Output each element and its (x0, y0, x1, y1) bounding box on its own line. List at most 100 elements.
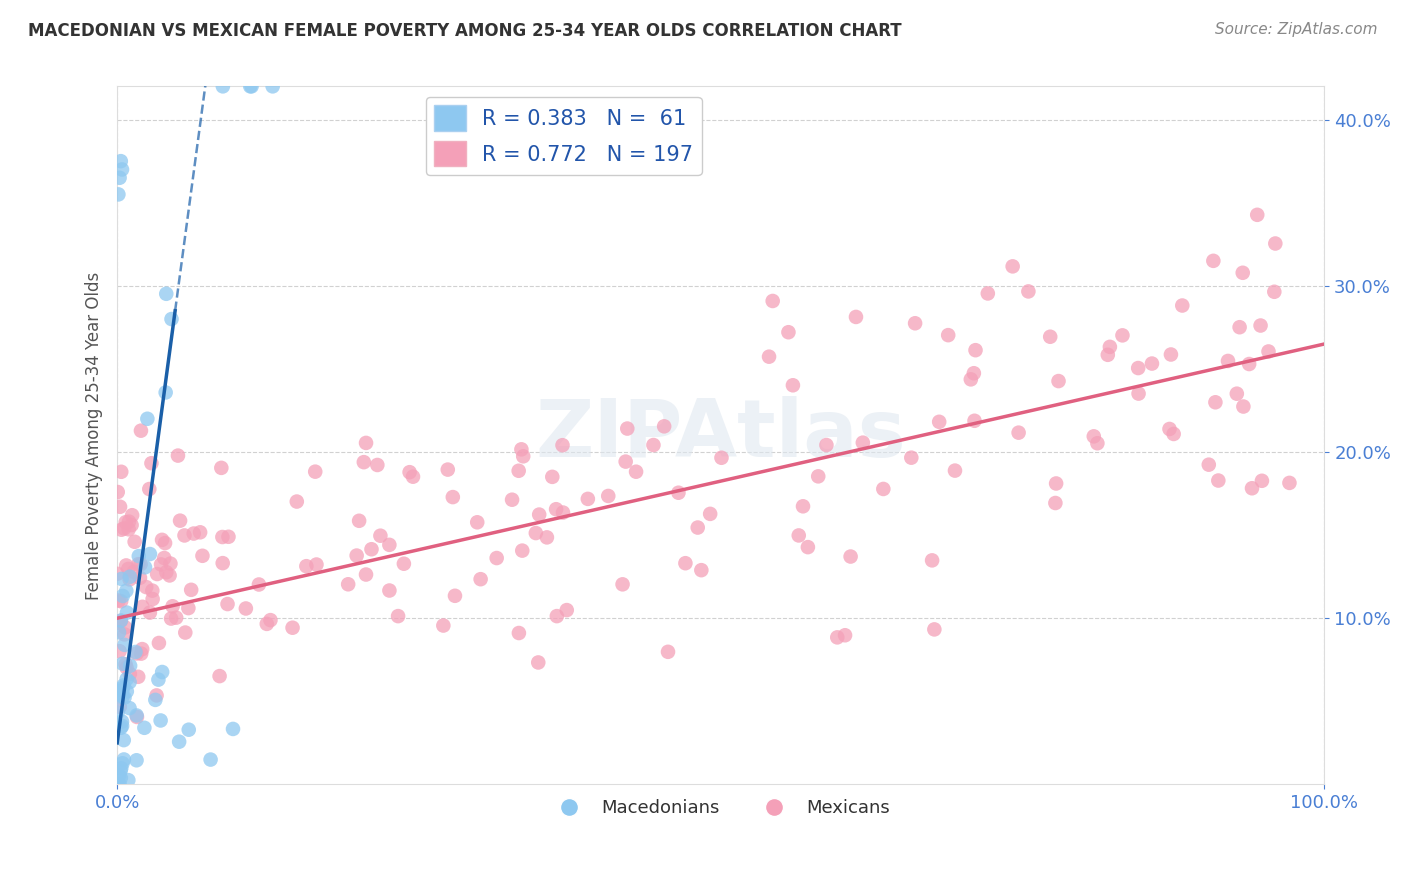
Text: MACEDONIAN VS MEXICAN FEMALE POVERTY AMONG 25-34 YEAR OLDS CORRELATION CHART: MACEDONIAN VS MEXICAN FEMALE POVERTY AMO… (28, 22, 901, 40)
Point (510, 543, 533, 558)
Point (432, 618, 454, 632)
Point (141, 456, 163, 470)
Point (872, 482, 894, 496)
Point (107, 706, 129, 720)
Point (762, 293, 785, 308)
Point (127, 557, 149, 571)
Point (787, 528, 810, 542)
Point (118, 701, 141, 715)
Point (524, 526, 547, 541)
Point (551, 438, 574, 452)
Point (624, 465, 647, 479)
Point (177, 723, 200, 737)
Point (108, 625, 131, 640)
Point (501, 492, 523, 507)
Point (121, 518, 143, 533)
Point (212, 79, 235, 94)
Point (142, 592, 165, 607)
Point (1251, 474, 1274, 488)
Point (977, 286, 1000, 301)
Point (159, 568, 181, 582)
Point (165, 610, 187, 624)
Point (305, 558, 328, 572)
Point (146, 567, 169, 582)
Point (444, 589, 467, 603)
Point (107, 593, 129, 607)
Point (436, 462, 458, 476)
Point (555, 603, 578, 617)
Point (115, 583, 138, 598)
Point (107, 777, 129, 791)
Point (114, 690, 136, 705)
Point (347, 514, 370, 528)
Point (134, 721, 156, 735)
Point (485, 551, 508, 566)
Point (1087, 436, 1109, 450)
Point (128, 549, 150, 563)
Point (125, 710, 148, 724)
Point (108, 170, 131, 185)
Point (576, 491, 599, 506)
Point (239, 79, 262, 94)
Point (1045, 496, 1067, 510)
Point (217, 597, 239, 611)
Point (115, 606, 138, 620)
Point (1097, 348, 1119, 362)
Point (111, 683, 134, 698)
Point (1278, 475, 1301, 490)
Point (963, 414, 986, 428)
Point (1171, 299, 1194, 313)
Point (108, 768, 131, 782)
Point (673, 556, 696, 570)
Point (110, 594, 132, 608)
Point (160, 611, 183, 625)
Point (924, 623, 946, 637)
Point (218, 530, 240, 544)
Point (108, 777, 131, 791)
Point (117, 562, 139, 576)
Point (1204, 395, 1226, 409)
Point (304, 465, 326, 479)
Point (191, 549, 214, 563)
Point (167, 449, 190, 463)
Point (107, 615, 129, 630)
Point (105, 566, 128, 581)
Point (699, 507, 721, 521)
Point (162, 599, 184, 614)
Point (110, 764, 132, 778)
Point (115, 684, 138, 698)
Point (928, 415, 950, 429)
Point (111, 719, 134, 733)
Point (1159, 422, 1181, 436)
Point (1202, 253, 1225, 268)
Point (139, 606, 162, 620)
Point (159, 557, 181, 571)
Point (121, 508, 143, 523)
Point (1232, 400, 1254, 414)
Point (135, 580, 157, 594)
Point (616, 421, 638, 435)
Point (366, 458, 388, 472)
Point (1083, 429, 1105, 443)
Point (1007, 425, 1029, 440)
Point (118, 666, 141, 681)
Point (125, 708, 148, 723)
Point (758, 350, 780, 364)
Point (441, 490, 464, 504)
Point (107, 187, 129, 202)
Point (652, 419, 675, 434)
Point (965, 343, 987, 358)
Point (1047, 374, 1070, 388)
Point (117, 773, 139, 788)
Point (111, 162, 134, 177)
Point (240, 79, 263, 94)
Point (143, 693, 166, 707)
Y-axis label: Female Poverty Among 25-34 Year Olds: Female Poverty Among 25-34 Year Olds (86, 271, 103, 599)
Point (353, 455, 375, 469)
Point (1232, 266, 1254, 280)
Point (1128, 386, 1150, 401)
Point (149, 714, 172, 728)
Point (114, 627, 136, 641)
Point (797, 540, 820, 554)
Point (211, 530, 233, 544)
